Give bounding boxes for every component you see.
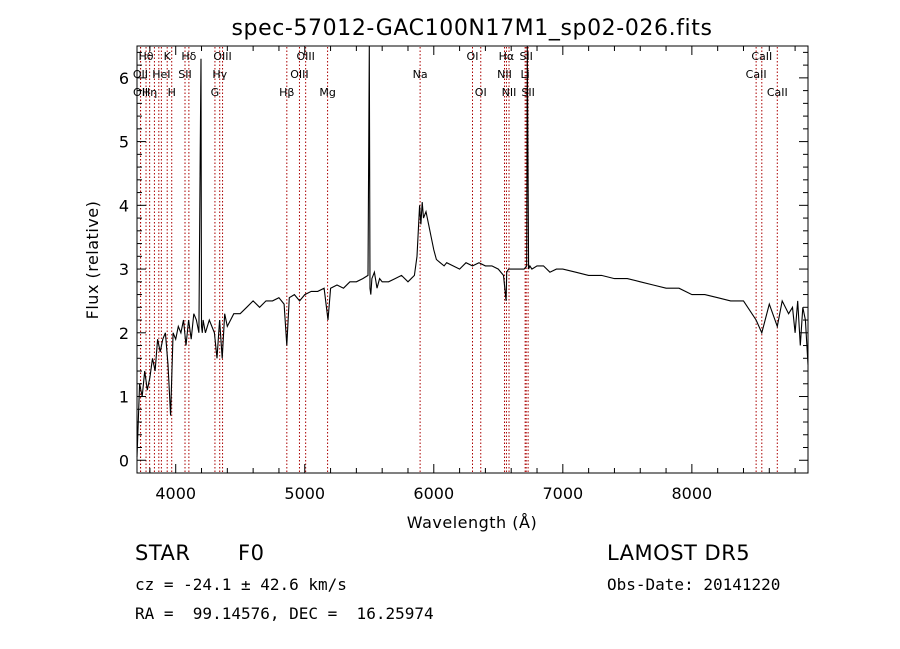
x-tick-label: 7000 xyxy=(542,484,583,503)
x-tick-label: 6000 xyxy=(413,484,454,503)
line-label: Hη xyxy=(142,86,157,99)
y-tick-label: 5 xyxy=(119,133,129,152)
line-label: SII xyxy=(521,86,534,99)
line-label: CaII xyxy=(746,68,767,81)
line-label: SII xyxy=(519,50,532,63)
line-label: NII xyxy=(497,68,512,81)
line-label: SII xyxy=(178,68,191,81)
spectrum-line xyxy=(136,45,809,458)
line-label: K xyxy=(164,50,172,63)
y-tick-label: 3 xyxy=(119,260,129,279)
coordinates-readout: RA = 99.14576, DEC = 16.25974 xyxy=(135,604,434,623)
line-label: OI xyxy=(467,50,479,63)
line-label: OIII xyxy=(290,68,308,81)
y-tick-label: 0 xyxy=(119,451,129,470)
spectrum-series xyxy=(136,45,809,458)
line-label: Hδ xyxy=(181,50,196,63)
spectral-subclass: F0 xyxy=(238,541,265,565)
survey-name: LAMOST DR5 xyxy=(607,541,751,565)
line-label: OI xyxy=(475,86,487,99)
velocity-readout: cz = -24.1 ± 42.6 km/s xyxy=(135,575,347,594)
line-label: G xyxy=(211,86,220,99)
x-axis-label: Wavelength (Å) xyxy=(407,513,537,532)
y-tick-label: 4 xyxy=(119,196,129,215)
line-label: OIII xyxy=(296,50,314,63)
y-tick-label: 1 xyxy=(119,388,129,407)
line-label: NII xyxy=(502,86,517,99)
line-label: OIII xyxy=(213,50,231,63)
object-class: STAR xyxy=(135,541,191,565)
observation-date: Obs-Date: 20141220 xyxy=(607,575,781,594)
x-tick-label: 5000 xyxy=(284,484,325,503)
line-label: CaII xyxy=(767,86,788,99)
x-tick-label: 4000 xyxy=(155,484,196,503)
line-label: H xyxy=(168,86,176,99)
line-label: OII xyxy=(133,68,148,81)
line-label: OII xyxy=(133,86,148,99)
line-label: Hγ xyxy=(212,68,227,81)
plot-frame xyxy=(136,45,809,474)
y-tick-label: 6 xyxy=(119,69,129,88)
y-tick-label: 2 xyxy=(119,324,129,343)
line-label: Mg xyxy=(319,86,335,99)
axes: 4000 5000 6000 7000 8000 0 1 2 3 4 5 6 xyxy=(119,46,808,503)
line-label: Hα xyxy=(499,50,515,63)
line-label: Hθ xyxy=(139,50,154,63)
line-label: Na xyxy=(413,68,428,81)
line-label: Li xyxy=(521,68,530,81)
spectral-line-markers xyxy=(139,47,778,472)
chart-title: spec-57012-GAC100N17M1_sp02-026.fits xyxy=(231,16,712,41)
line-label: CaII xyxy=(751,50,772,63)
line-labels: OIIOIIHθHηHeIKHSIIHδGHγOIIIHβOIIIOIIIMgN… xyxy=(133,50,788,99)
y-axis-label: Flux (relative) xyxy=(83,201,102,320)
x-tick-label: 8000 xyxy=(672,484,713,503)
line-label: Hβ xyxy=(279,86,294,99)
line-label: HeI xyxy=(152,68,170,81)
